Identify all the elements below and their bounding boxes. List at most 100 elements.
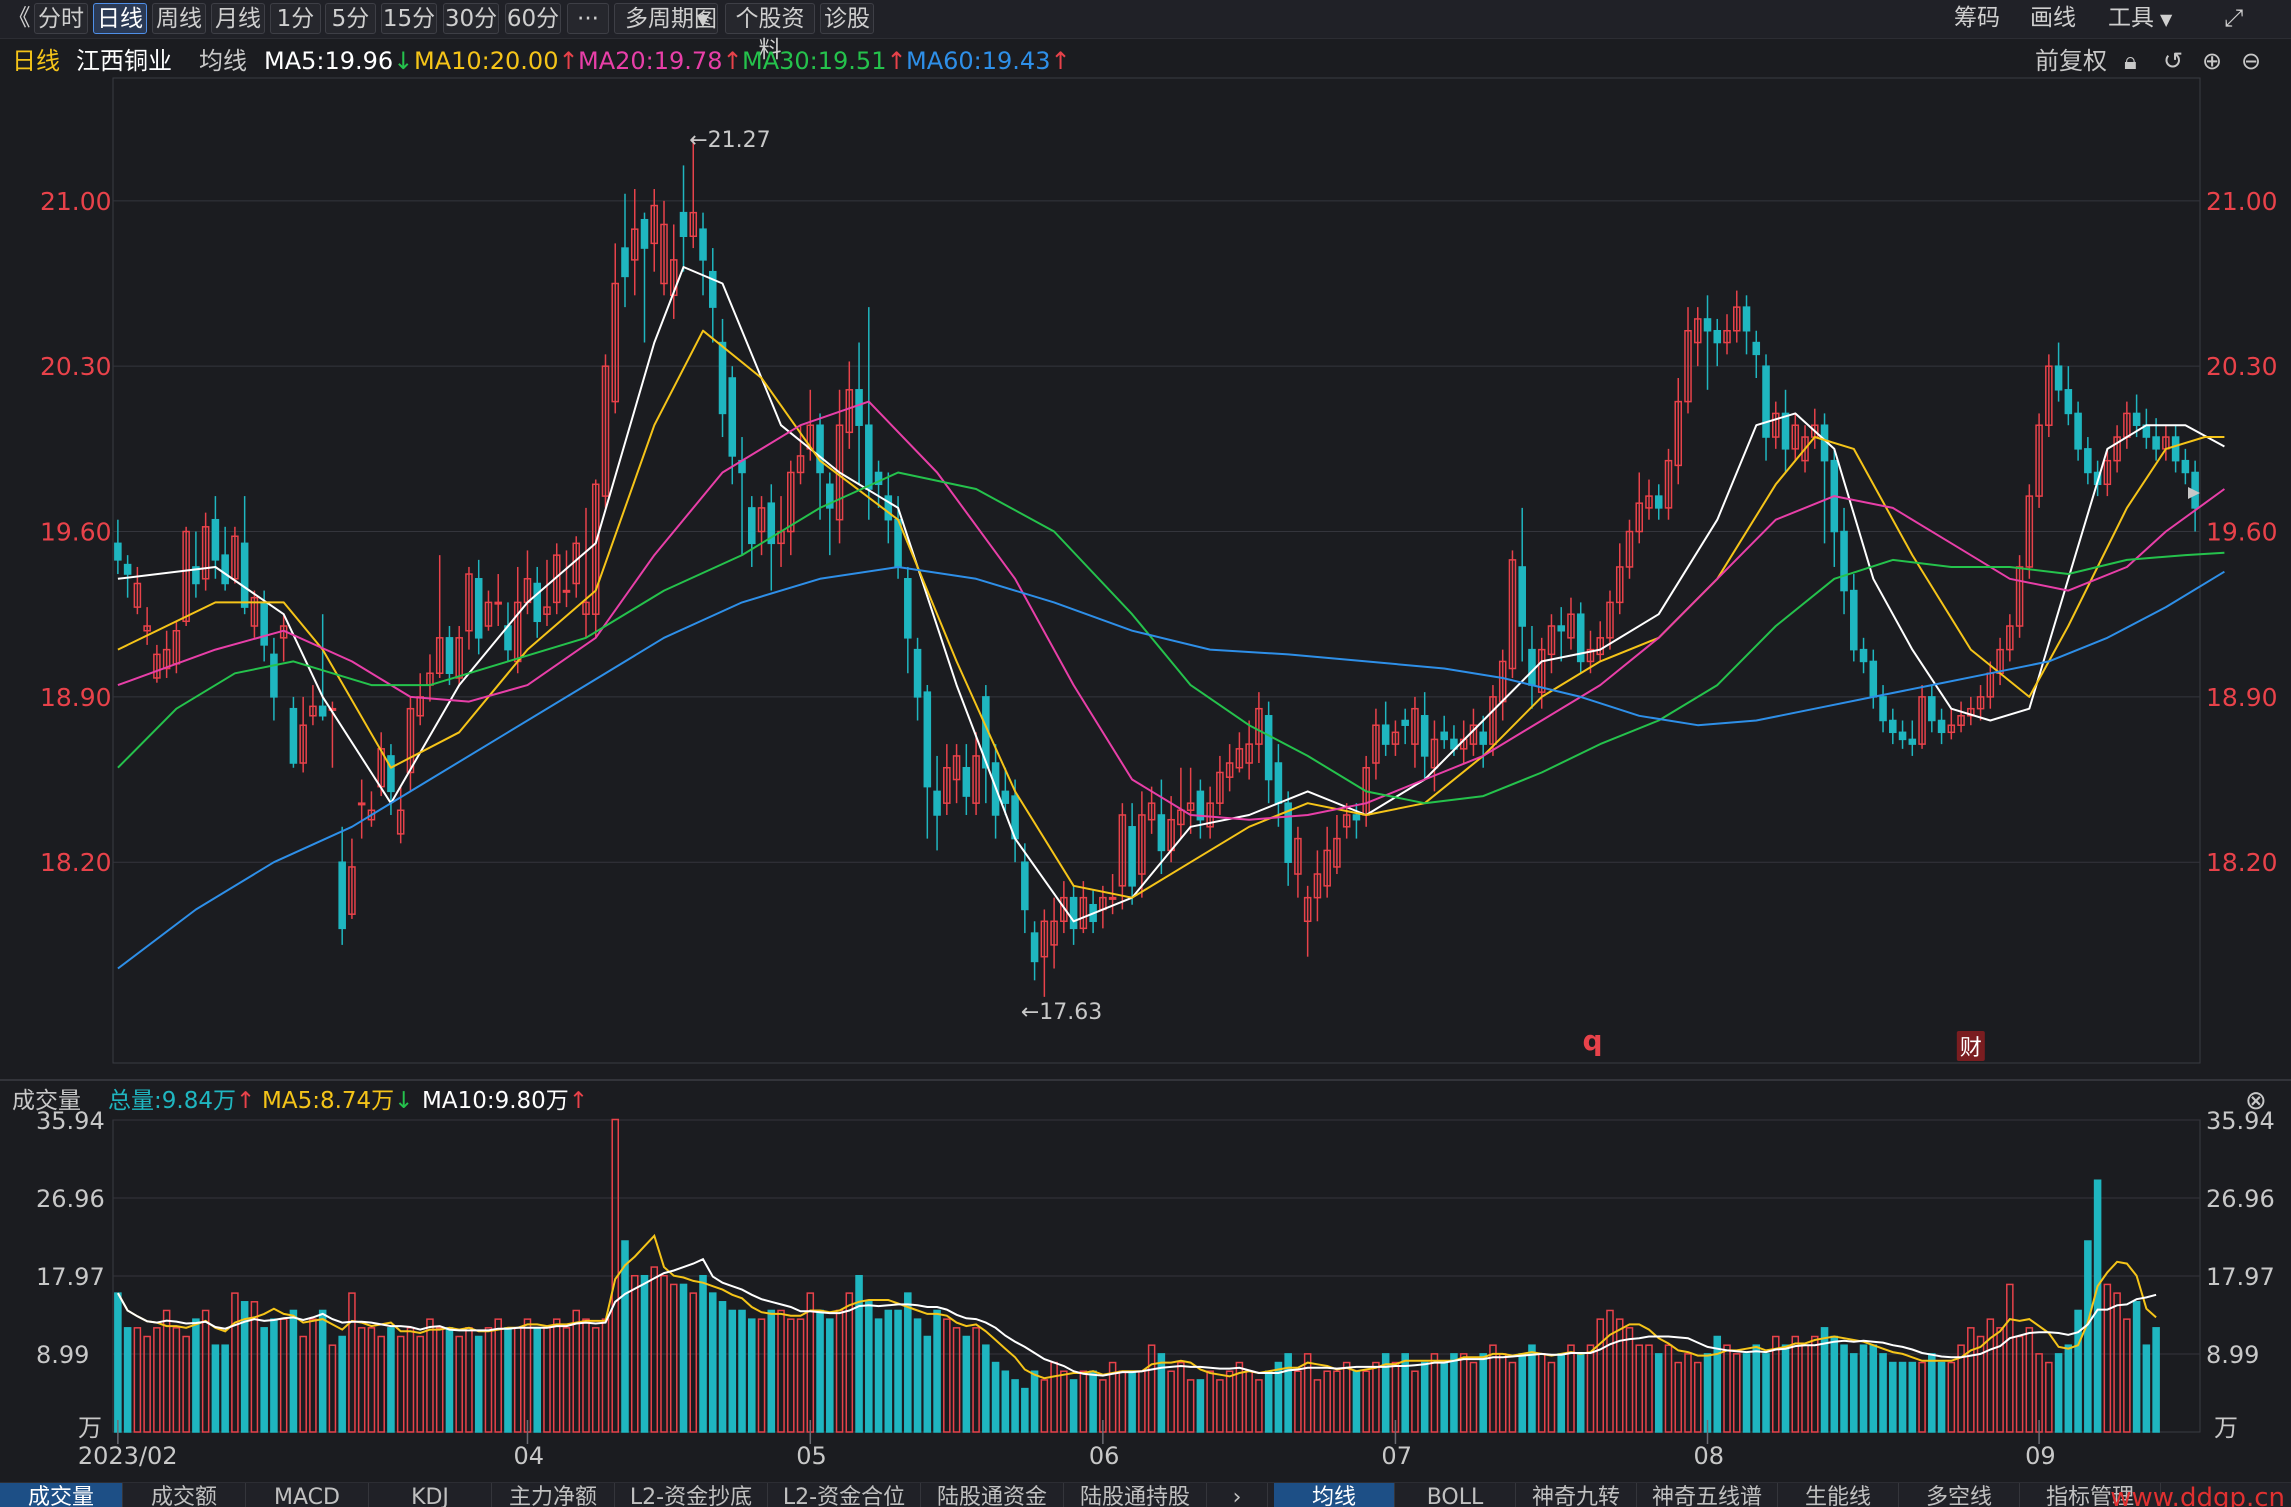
tab-magic-five[interactable]: 神奇五线谱	[1637, 1483, 1778, 1507]
tab-hk-connect-holding[interactable]: 陆股通持股	[1064, 1483, 1207, 1507]
tab-indicator-manage[interactable]: 指标管理	[2020, 1483, 2161, 1507]
expand-icon[interactable]: ⤢	[2224, 4, 2244, 32]
tab-ma[interactable]: 均线	[1274, 1483, 1395, 1507]
volume-bar	[426, 1318, 434, 1433]
tab-kdj[interactable]: KDJ	[369, 1483, 492, 1507]
chip-distribution-button[interactable]: 筹码	[1954, 5, 2000, 31]
volume-bar	[270, 1318, 278, 1433]
tools-dropdown[interactable]: 工具 ▼	[2108, 3, 2172, 34]
candle-body	[1713, 329, 1722, 344]
volume-bar	[1772, 1335, 1780, 1433]
candle-body	[1079, 896, 1088, 930]
candle-body	[221, 554, 229, 585]
candle-body	[1157, 814, 1166, 852]
candle-body	[1528, 648, 1536, 686]
volume-bar	[1264, 1370, 1273, 1433]
zoom-out-icon[interactable]: ⊖	[2241, 47, 2262, 75]
volume-bar	[982, 1344, 990, 1433]
candle-body	[582, 601, 590, 615]
lock-icon[interactable]: 🔒︎	[2124, 47, 2137, 75]
candle-body	[2074, 412, 2082, 450]
volume-bar	[1859, 1344, 1868, 1433]
volume-bar	[2152, 1327, 2160, 1433]
draw-line-button[interactable]: 画线	[2030, 5, 2076, 31]
watermark: www.ddgp.cn	[2110, 1483, 2285, 1507]
volume-bar	[1011, 1379, 1019, 1433]
volume-bar	[1089, 1370, 1097, 1433]
period-button-5min[interactable]: 5分	[325, 3, 376, 34]
period-button-60min[interactable]: 60分	[505, 3, 561, 34]
volume-bar	[1820, 1327, 1829, 1433]
candle-body	[1303, 896, 1312, 923]
tab-boll[interactable]: BOLL	[1395, 1483, 1516, 1507]
volume-bar	[582, 1318, 590, 1433]
period-button-fenshi[interactable]: 分时	[34, 3, 88, 34]
tabs-next-icon[interactable]: ›	[1207, 1483, 1268, 1507]
price-tick-label-right: 19.60	[2206, 518, 2278, 547]
tab-turnover[interactable]: 成交额	[123, 1483, 246, 1507]
tab-macd[interactable]: MACD	[246, 1483, 369, 1507]
double-chevron-left-icon[interactable]: 《	[7, 5, 31, 31]
tab-main-net[interactable]: 主力净额	[492, 1483, 615, 1507]
period-button-1min[interactable]: 1分	[270, 3, 321, 34]
price-tick-label-left: 21.00	[40, 187, 112, 216]
candle-body	[1147, 802, 1156, 821]
close-pane-icon[interactable]: ⊗	[2245, 1086, 2267, 1116]
volume-bar	[240, 1301, 249, 1433]
candle-body	[318, 705, 327, 717]
price-tick-label-right: 21.00	[2206, 187, 2278, 216]
volume-bar	[1157, 1353, 1166, 1433]
tab-l2-position[interactable]: L2-资金合位	[768, 1483, 921, 1507]
volume-bar	[2045, 1361, 2053, 1433]
diagnose-button[interactable]: 诊股	[820, 3, 874, 34]
volume-bar	[679, 1283, 688, 1433]
period-button-30min[interactable]: 30分	[443, 3, 499, 34]
period-button-daily[interactable]: 日线	[93, 3, 147, 34]
undo-icon[interactable]: ↺	[2163, 47, 2184, 75]
more-periods-button[interactable]: ···	[567, 3, 609, 34]
volume-bar	[1791, 1335, 1800, 1433]
volume-bar	[2084, 1240, 2092, 1433]
candle-body	[1762, 365, 1770, 438]
adjust-mode-button[interactable]: 前复权	[2035, 47, 2107, 75]
stock-profile-button[interactable]: 个股资料	[725, 3, 815, 63]
candle-body	[952, 755, 961, 781]
volume-bar	[1840, 1344, 1848, 1433]
tab-hk-connect-flow[interactable]: 陆股通资金	[921, 1483, 1064, 1507]
volume-bar	[1235, 1361, 1244, 1433]
volume-bar	[1001, 1370, 1010, 1433]
candle-body	[406, 707, 415, 774]
candle-body	[474, 578, 483, 639]
candle-body	[1440, 731, 1448, 741]
period-button-monthly[interactable]: 月线	[211, 3, 265, 34]
tab-magic-nine[interactable]: 神奇九转	[1516, 1483, 1637, 1507]
volume-bar	[757, 1318, 766, 1433]
tab-l2-bottom[interactable]: L2-资金抄底	[615, 1483, 768, 1507]
candle-body	[2152, 436, 2160, 450]
volume-bar	[855, 1274, 863, 1433]
zoom-in-icon[interactable]: ⊕	[2202, 47, 2223, 75]
candle-body	[2006, 625, 2014, 651]
volume-bar	[328, 1344, 337, 1433]
volume-bar	[1245, 1370, 1253, 1433]
multi-period-dropdown[interactable]: 多周期图 ▼	[614, 3, 718, 34]
period-button-weekly[interactable]: 周线	[152, 3, 206, 34]
ma-label[interactable]: 均线	[199, 47, 247, 75]
tab-volume[interactable]: 成交量	[0, 1483, 123, 1507]
period-button-15min[interactable]: 15分	[381, 3, 437, 34]
candle-body	[1918, 696, 1926, 745]
arrow-up-icon: ↑	[722, 47, 743, 75]
candle-body	[2054, 365, 2063, 391]
price-tick-label-right: 20.30	[2206, 352, 2278, 381]
candle-body	[1586, 648, 1595, 663]
tab-energy-line[interactable]: 生能线	[1778, 1483, 1899, 1507]
stock-name[interactable]: 江西铜业	[76, 47, 172, 75]
ma-line-ma60	[117, 566, 2225, 970]
volume-bar	[1645, 1344, 1653, 1433]
volume-bar	[1996, 1327, 2004, 1433]
tab-long-short[interactable]: 多空线	[1899, 1483, 2020, 1507]
arrow-down-icon: ↓	[394, 1088, 414, 1114]
candle-body	[1411, 707, 1419, 745]
